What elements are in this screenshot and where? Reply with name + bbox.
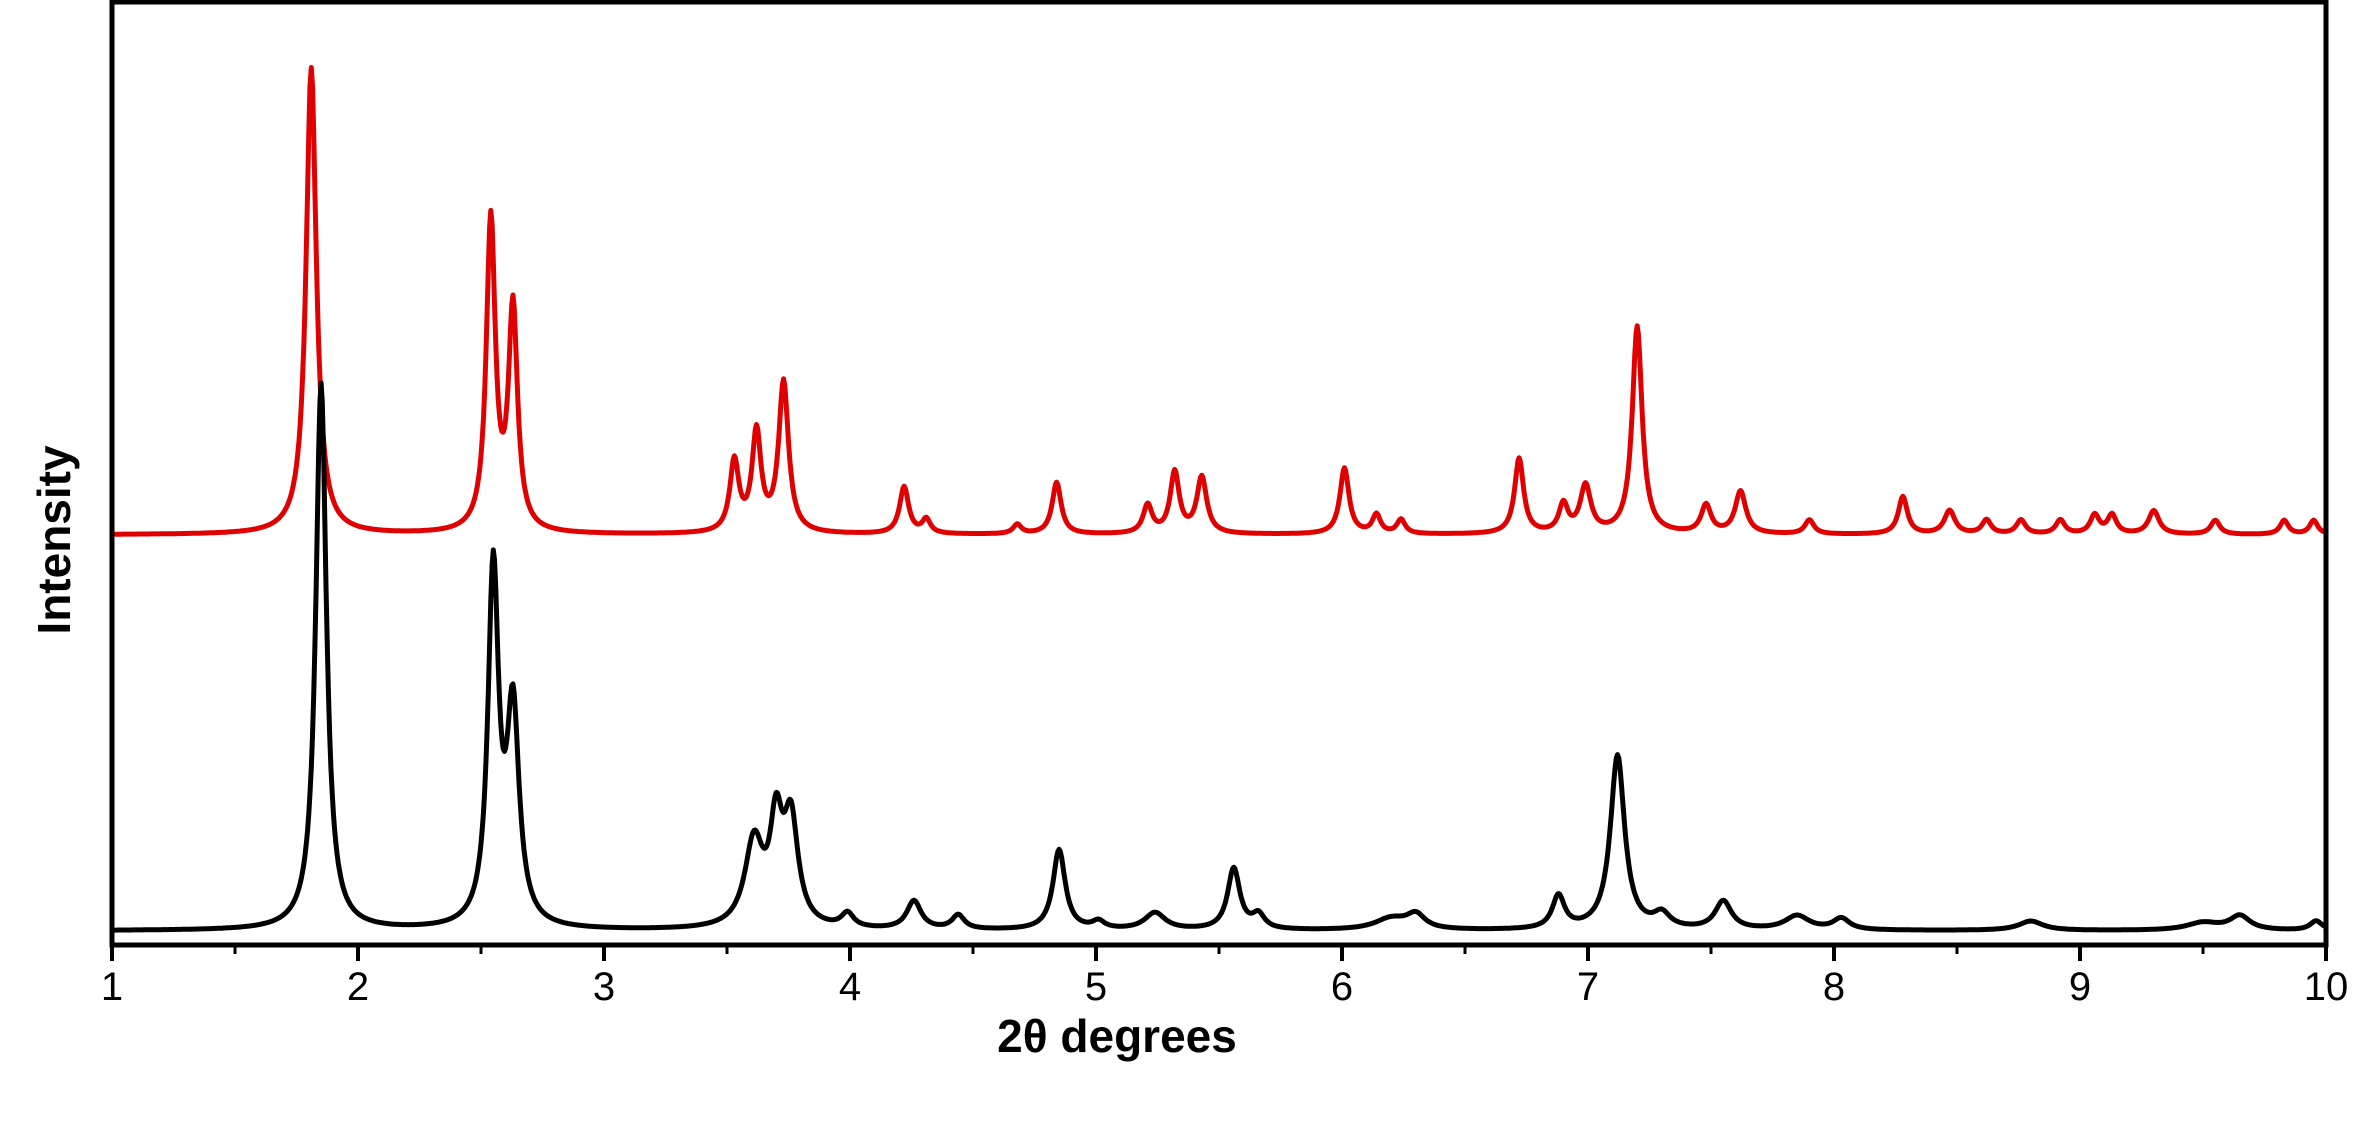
plot-series	[110, 65, 2328, 933]
series-line-1	[110, 65, 2328, 537]
x-axis-title: 2θ degrees	[997, 1010, 1237, 1062]
x-tick-label: 2	[347, 965, 369, 1009]
x-tick-label: 4	[839, 965, 861, 1009]
x-axis-ticks	[110, 945, 2328, 961]
x-tick-label: 3	[593, 965, 615, 1009]
x-axis-tick-labels: 1 2 3 4 5 6 7 8 9 10	[101, 965, 2348, 1009]
series-line-2	[110, 380, 2328, 933]
x-tick-label: 8	[1823, 965, 1845, 1009]
x-tick-label: 6	[1331, 965, 1353, 1009]
x-tick-label: 5	[1085, 965, 1107, 1009]
x-tick-label: 9	[2069, 965, 2091, 1009]
x-tick-label: 1	[101, 965, 123, 1009]
x-tick-label: 7	[1577, 965, 1599, 1009]
y-axis-title: Intensity	[28, 445, 80, 635]
plot-frame	[109, 0, 2329, 948]
x-tick-label: 10	[2304, 965, 2349, 1009]
